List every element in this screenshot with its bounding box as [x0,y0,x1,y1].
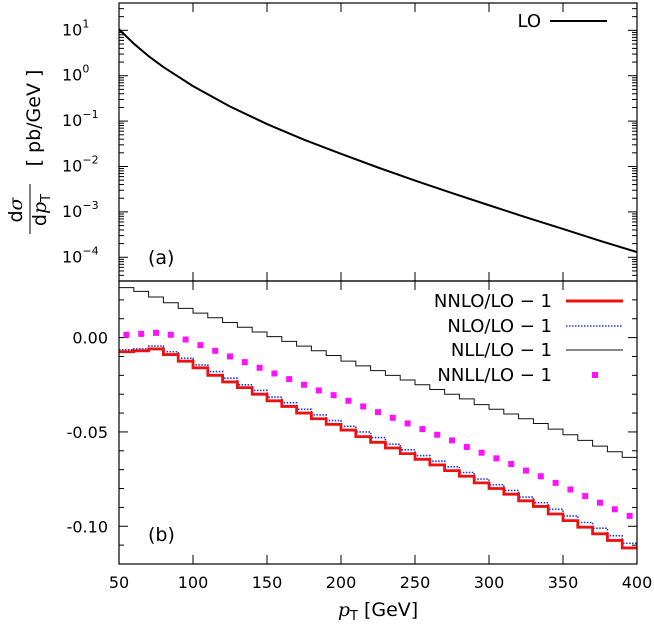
series-point-nnll [241,359,248,366]
series-point-nnll [123,331,130,338]
legend-label-nnlo: NNLO/LO − 1 [434,291,552,312]
y-tick-label-a: 101 [62,17,89,39]
x-axis-title-text: pT [GeV] [338,599,418,624]
series-point-nnll [301,381,307,388]
series-point-nnll [256,364,263,371]
series-point-nnll [523,467,529,474]
panel-b-x-tick-labels: 50 100 150 200 250 300 350 400 [109,573,652,592]
y-axis-title-denominator: dpT [29,194,54,226]
x-tick-label: 150 [252,573,283,592]
panel-a-ticks [118,2,638,282]
panel-b-lines [119,287,637,550]
series-point-nnll [404,420,411,427]
y-tick-label-b: -0.10 [67,517,108,536]
x-tick-label: 300 [474,573,505,592]
panel-a-y-tick-labels: 101 100 10−1 10−2 10−3 10−4 [62,17,99,266]
series-point-nnll [626,512,633,519]
x-tick-label: 100 [178,573,209,592]
panel-b-legend: NNLO/LO − 1 NLO/LO − 1 NLL/LO − 1 NNLL/L… [434,291,623,386]
y-axis-title-a: dσ dpT [ pb/GeV ] [5,70,54,234]
series-point-nnll [227,353,233,360]
series-point-nnll [197,342,204,349]
series-point-nnll [597,499,603,506]
legend-swatch-nnll [592,372,598,378]
legend-label-nnll: NNLL/LO − 1 [437,365,552,386]
series-point-nnll [153,329,159,336]
y-tick-label-a: 100 [62,63,89,85]
panel-b: 0.00 -0.05 -0.10 50 100 150 200 250 300 350 400 (… [67,281,652,624]
series-point-nnll [286,376,293,383]
series-point-nnll [449,437,455,444]
x-tick-label: 50 [109,573,129,592]
series-point-nnll [611,506,618,513]
series-point-nnll [493,455,500,462]
series-point-nnll [478,449,485,456]
y-tick-label-b: 0.00 [72,329,108,348]
legend-label-nlo: NLO/LO − 1 [447,316,552,337]
x-axis-title: pT [GeV] [338,599,418,624]
panel-a-label: (a) [148,247,174,269]
series-point-nnll [582,493,589,500]
series-point-nnll [419,426,426,433]
series-point-nnll [552,479,559,486]
series-point-nnll [434,431,441,438]
panel-b-ticks [118,281,638,564]
series-point-nnll [508,461,515,468]
series-point-nnll [315,387,322,394]
panel-a-legend: LO [517,11,607,32]
y-tick-label-a: 10−3 [62,199,99,221]
x-tick-label: 250 [400,573,431,592]
y-tick-label-a: 10−1 [62,108,99,130]
y-tick-label-b: -0.05 [67,423,108,442]
series-point-nnll [537,473,544,480]
series-line-nnlo [119,347,637,550]
y-tick-label-a: 10−4 [62,244,99,266]
panel-b-y-tick-labels: 0.00 -0.05 -0.10 [67,329,108,537]
panel-b-frame [118,280,638,565]
x-tick-label: 200 [326,573,357,592]
series-point-nnll [330,392,337,399]
series-point-nnll [212,347,219,354]
series-point-nnll [463,444,470,451]
panel-a-lines [118,28,638,254]
panel-a: 101 100 10−1 10−2 10−3 10−4 (a) LO dσ dpT [ p… [5,2,638,282]
x-tick-label: 400 [622,573,653,592]
series-point-nnll [375,409,381,416]
series-point-nnll [182,336,189,343]
series-line-lo [118,28,638,254]
y-tick-label-a: 10−2 [62,153,99,175]
legend-label-lo: LO [517,11,541,32]
series-line-nll [119,287,637,458]
series-point-nnll [360,403,367,410]
legend-label-nll: NLL/LO − 1 [451,340,552,361]
x-tick-label: 350 [548,573,579,592]
series-point-nnll [345,397,352,404]
y-axis-title-numerator: dσ [5,196,27,222]
series-point-nnll [389,414,396,421]
panel-b-label: (b) [148,524,175,546]
series-point-nnll [138,330,145,337]
y-axis-title-unit: [ pb/GeV ] [23,70,45,167]
series-point-nnll [167,331,174,338]
series-point-nnll [271,370,278,377]
series-point-nnll [567,486,574,493]
